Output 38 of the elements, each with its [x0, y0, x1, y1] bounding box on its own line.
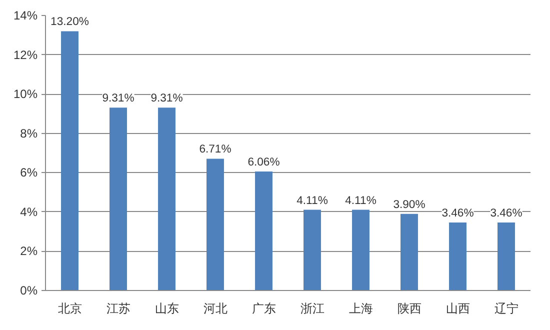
y-tick-label: 0% — [20, 284, 38, 298]
x-tick-label: 辽宁 — [494, 302, 518, 316]
x-tick-label: 山东 — [154, 302, 179, 316]
x-tick-label: 山西 — [446, 302, 470, 316]
bar — [255, 171, 272, 290]
bar — [206, 158, 224, 290]
data-label: 3.46% — [442, 208, 474, 220]
data-label: 9.31% — [150, 92, 183, 105]
data-label: 6.06% — [248, 156, 280, 168]
x-tick-label: 北京 — [58, 302, 82, 316]
y-tick-label: 8% — [20, 126, 38, 140]
x-tick-label: 河北 — [203, 302, 228, 316]
data-label: 3.90% — [393, 198, 426, 211]
x-tick-label: 江苏 — [106, 302, 130, 316]
bar — [449, 222, 466, 290]
bar — [61, 31, 78, 290]
data-label: 13.20% — [50, 16, 89, 28]
bar — [304, 210, 321, 290]
data-label: 6.71% — [199, 144, 232, 156]
x-tick-label: 陕西 — [397, 302, 422, 316]
bar — [158, 108, 176, 290]
x-tick-label: 广东 — [252, 302, 276, 316]
bar — [352, 210, 370, 290]
data-label: 4.11% — [296, 194, 328, 207]
bar — [498, 222, 515, 290]
data-label: 4.11% — [345, 194, 376, 207]
y-tick-label: 12% — [13, 48, 38, 62]
data-label: 9.31% — [102, 92, 134, 105]
y-tick-label: 2% — [20, 244, 38, 258]
bar — [400, 214, 418, 290]
y-tick-label: 10% — [13, 87, 38, 102]
data-label: 3.46% — [490, 208, 522, 220]
y-tick-label: 6% — [20, 166, 38, 180]
bar — [110, 108, 127, 290]
y-tick-label: 4% — [20, 204, 38, 219]
y-tick-label: 14% — [13, 8, 38, 22]
x-tick-label: 浙江 — [300, 302, 324, 316]
x-tick-label: 上海 — [348, 302, 373, 316]
